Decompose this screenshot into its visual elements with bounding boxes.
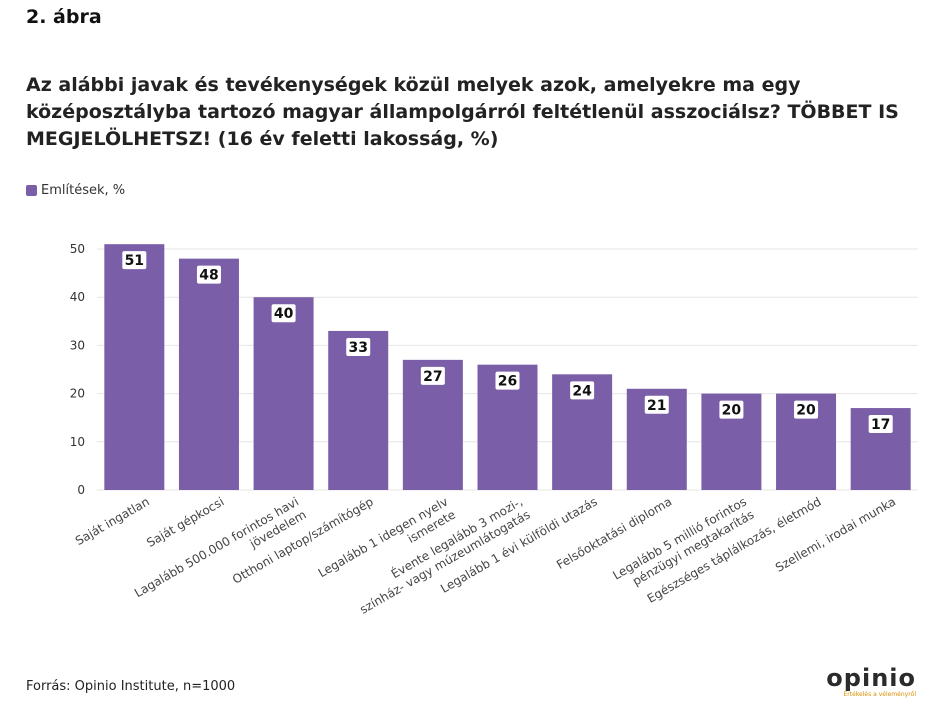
- y-tick-label: 40: [70, 290, 85, 304]
- source-note: Forrás: Opinio Institute, n=1000: [26, 679, 236, 694]
- y-tick: 0: [77, 483, 85, 497]
- bar: [328, 330, 389, 490]
- data-label: 27: [423, 369, 442, 385]
- data-label: 21: [647, 398, 666, 414]
- data-label: 24: [572, 383, 592, 399]
- y-tick-label: 50: [70, 242, 85, 256]
- data-label-bg: [420, 366, 445, 385]
- data-label-bg: [570, 381, 595, 400]
- y-tick-label: 20: [70, 387, 85, 401]
- data-label-bg: [644, 395, 669, 414]
- y-tick: 10: [70, 435, 85, 449]
- chart-title: Az alábbi javak és tevékenységek közül m…: [26, 74, 899, 150]
- figure-label: 2. ábra: [26, 6, 102, 28]
- y-tick: 30: [70, 338, 85, 352]
- bars: [104, 244, 911, 490]
- x-tick-label: Legalább 5 millió forintos: [610, 494, 749, 582]
- data-label-bg: [868, 415, 893, 434]
- y-axis-ticks: 0 10 20 30 40 50: [70, 242, 85, 497]
- data-label: 26: [498, 374, 517, 390]
- data-label-bg: [271, 304, 296, 323]
- data-label-bg: [495, 371, 520, 390]
- y-tick: 20: [70, 387, 85, 401]
- bar: [178, 258, 239, 490]
- x-tick-label: Saját ingatlan: [73, 494, 152, 548]
- data-label: 20: [722, 403, 742, 419]
- data-label-bg: [346, 337, 371, 356]
- bar: [253, 297, 314, 490]
- opinio-logo: opinio Értékelés a véleményről: [826, 666, 916, 698]
- bar: [104, 244, 165, 490]
- x-tick-label-group: Saját ingatlan: [73, 494, 152, 548]
- data-label-bg: [122, 251, 147, 270]
- data-label: 33: [348, 340, 367, 356]
- data-label: 48: [199, 268, 218, 284]
- data-label-bg: [196, 265, 221, 284]
- data-label: 40: [274, 306, 294, 322]
- y-tick: 50: [70, 242, 85, 256]
- legend-swatch: [26, 185, 37, 196]
- data-label-bg: [794, 400, 819, 419]
- data-label: 20: [796, 403, 816, 419]
- y-tick-label: 0: [77, 483, 85, 497]
- data-label: 51: [125, 253, 144, 269]
- logo-tagline: Értékelés a véleményről: [843, 691, 916, 698]
- legend: Említések, %: [26, 183, 125, 198]
- y-tick: 40: [70, 290, 85, 304]
- y-tick-label: 10: [70, 435, 85, 449]
- data-label: 17: [871, 417, 890, 433]
- data-label-bg: [719, 400, 744, 419]
- legend-label: Említések, %: [41, 183, 126, 198]
- x-tick-label: Szellemi, irodai munka: [773, 494, 898, 574]
- y-tick-label: 30: [70, 338, 85, 352]
- data-labels: 51 48 40 33 27 26 24 21 20 20 17: [122, 251, 893, 434]
- x-tick-label-group: Szellemi, irodai munka: [773, 494, 898, 574]
- logo-wordmark: opinio: [826, 664, 916, 692]
